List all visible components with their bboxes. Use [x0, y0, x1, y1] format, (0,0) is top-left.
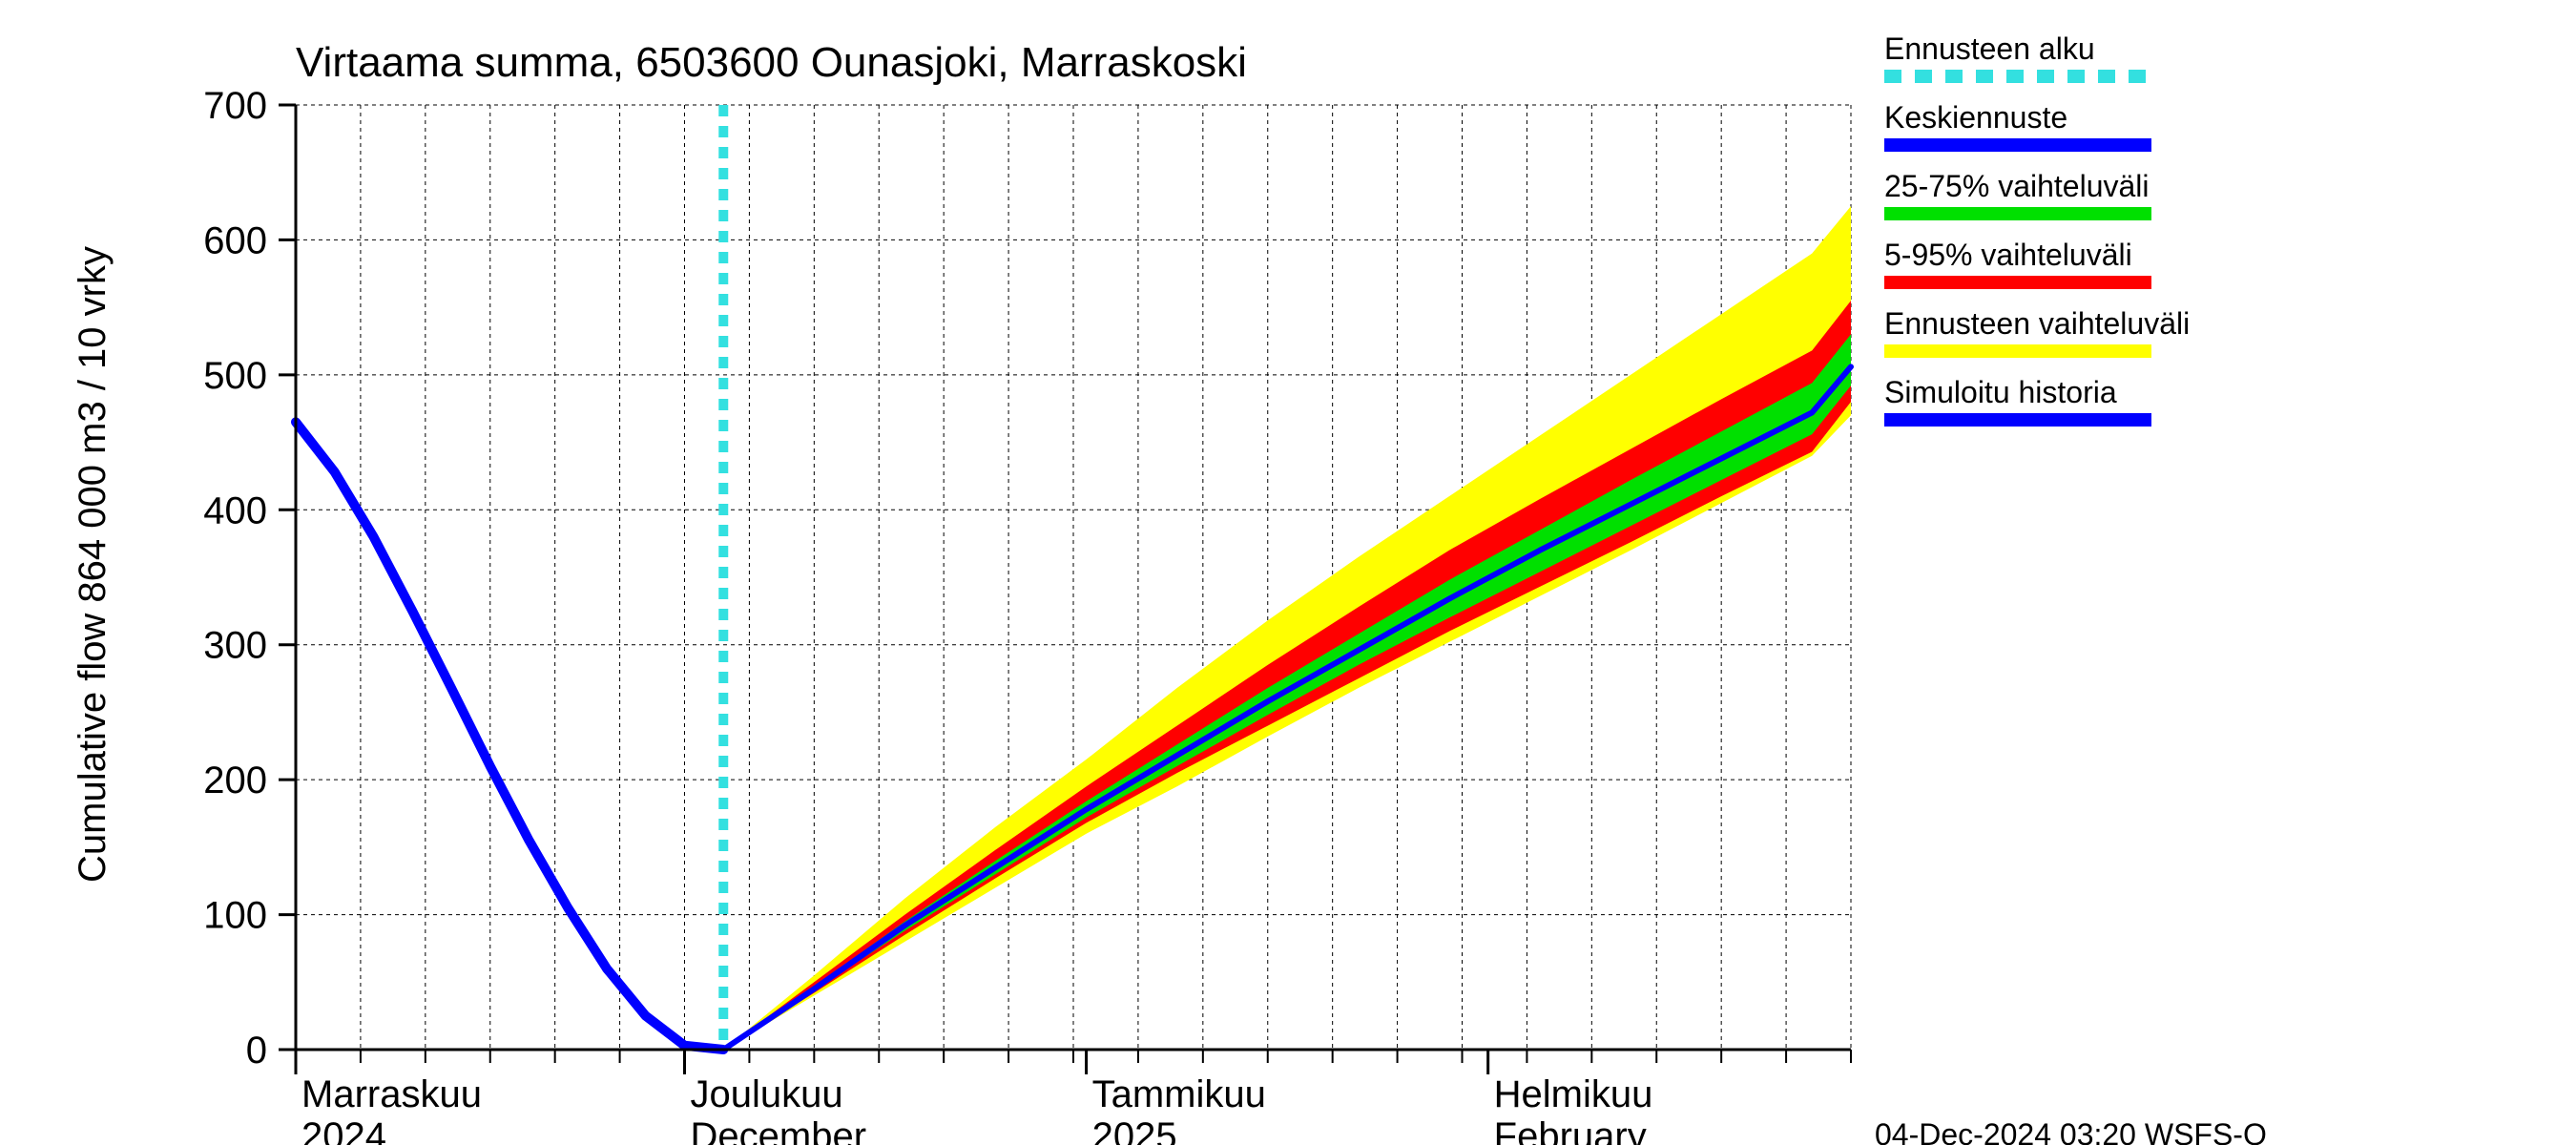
legend-label: 25-75% vaihteluväli [1884, 169, 2150, 203]
y-tick-label: 300 [203, 625, 267, 667]
history-line [296, 422, 723, 1050]
legend-swatch [1884, 344, 2151, 358]
x-tick-label-1: Tammikuu [1092, 1073, 1266, 1115]
y-tick-label: 700 [203, 85, 267, 127]
x-tick-label-2: December [691, 1115, 867, 1145]
grid [296, 105, 1851, 1050]
y-axis-label: Cumulative flow 864 000 m3 / 10 vrky [72, 246, 114, 883]
legend-label: Keskiennuste [1884, 100, 2067, 135]
x-tick-label-2: 2024 [301, 1115, 386, 1145]
x-tick-label-1: Marraskuu [301, 1073, 482, 1115]
y-tick-label: 100 [203, 895, 267, 937]
y-tick-label: 400 [203, 489, 267, 531]
uncertainty-bands [723, 206, 1851, 1050]
chart-container: 0 100 200 300 400 500 600 700 Marraskuu2024 Joulu… [0, 0, 2576, 1145]
y-tick-label: 500 [203, 355, 267, 397]
x-tick-label-1: Helmikuu [1494, 1073, 1653, 1115]
axes: 0 100 200 300 400 500 600 700 Marraskuu2024 Joulu… [203, 85, 1851, 1145]
legend-label: 5-95% vaihteluväli [1884, 238, 2132, 272]
legend-label: Ennusteen alku [1884, 31, 2095, 66]
flow-forecast-chart: 0 100 200 300 400 500 600 700 Marraskuu2024 Joulu… [0, 0, 2576, 1145]
legend: Ennusteen alku Keskiennuste 25-75% vaihtel… [1884, 31, 2190, 420]
legend-swatch [1884, 276, 2151, 289]
x-tick-label-2: 2025 [1092, 1115, 1177, 1145]
y-tick-label: 600 [203, 219, 267, 261]
legend-swatch [1884, 207, 2151, 220]
band-full-range [723, 206, 1851, 1050]
y-tick-label: 200 [203, 760, 267, 802]
legend-label: Simuloitu historia [1884, 375, 2117, 409]
x-tick-label-1: Joulukuu [691, 1073, 843, 1115]
chart-title: Virtaama summa, 6503600 Ounasjoki, Marra… [296, 39, 1247, 86]
x-tick-label-2: February [1494, 1115, 1647, 1145]
chart-footer: 04-Dec-2024 03:20 WSFS-O [1875, 1117, 2267, 1145]
legend-label: Ennusteen vaihteluväli [1884, 306, 2190, 341]
y-tick-label: 0 [246, 1030, 267, 1072]
